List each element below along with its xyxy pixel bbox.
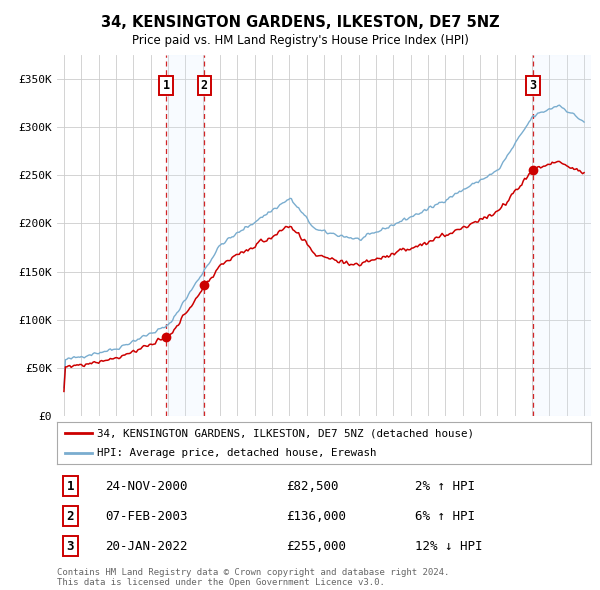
Bar (533, 55, 591, 416)
Text: HPI: Average price, detached house, Erewash: HPI: Average price, detached house, Erew… (97, 448, 377, 458)
Text: Contains HM Land Registry data © Crown copyright and database right 2024.
This d: Contains HM Land Registry data © Crown c… (57, 568, 449, 587)
Text: 34, KENSINGTON GARDENS, ILKESTON, DE7 5NZ (detached house): 34, KENSINGTON GARDENS, ILKESTON, DE7 5N… (97, 428, 474, 438)
Text: 20-JAN-2022: 20-JAN-2022 (105, 540, 188, 553)
Text: £136,000: £136,000 (287, 510, 347, 523)
Text: 12% ↓ HPI: 12% ↓ HPI (415, 540, 482, 553)
Text: 1: 1 (163, 79, 170, 92)
Text: 34, KENSINGTON GARDENS, ILKESTON, DE7 5NZ: 34, KENSINGTON GARDENS, ILKESTON, DE7 5N… (101, 15, 499, 30)
Text: 1: 1 (67, 480, 74, 493)
Text: 3: 3 (529, 79, 536, 92)
Text: £255,000: £255,000 (287, 540, 347, 553)
Text: £82,500: £82,500 (287, 480, 339, 493)
Text: 2% ↑ HPI: 2% ↑ HPI (415, 480, 475, 493)
Text: 2: 2 (201, 79, 208, 92)
Text: 07-FEB-2003: 07-FEB-2003 (105, 510, 188, 523)
Text: 6% ↑ HPI: 6% ↑ HPI (415, 510, 475, 523)
Text: Price paid vs. HM Land Registry's House Price Index (HPI): Price paid vs. HM Land Registry's House … (131, 34, 469, 47)
Text: 3: 3 (67, 540, 74, 553)
Bar (166, 55, 205, 416)
Text: 24-NOV-2000: 24-NOV-2000 (105, 480, 188, 493)
Text: 2: 2 (67, 510, 74, 523)
